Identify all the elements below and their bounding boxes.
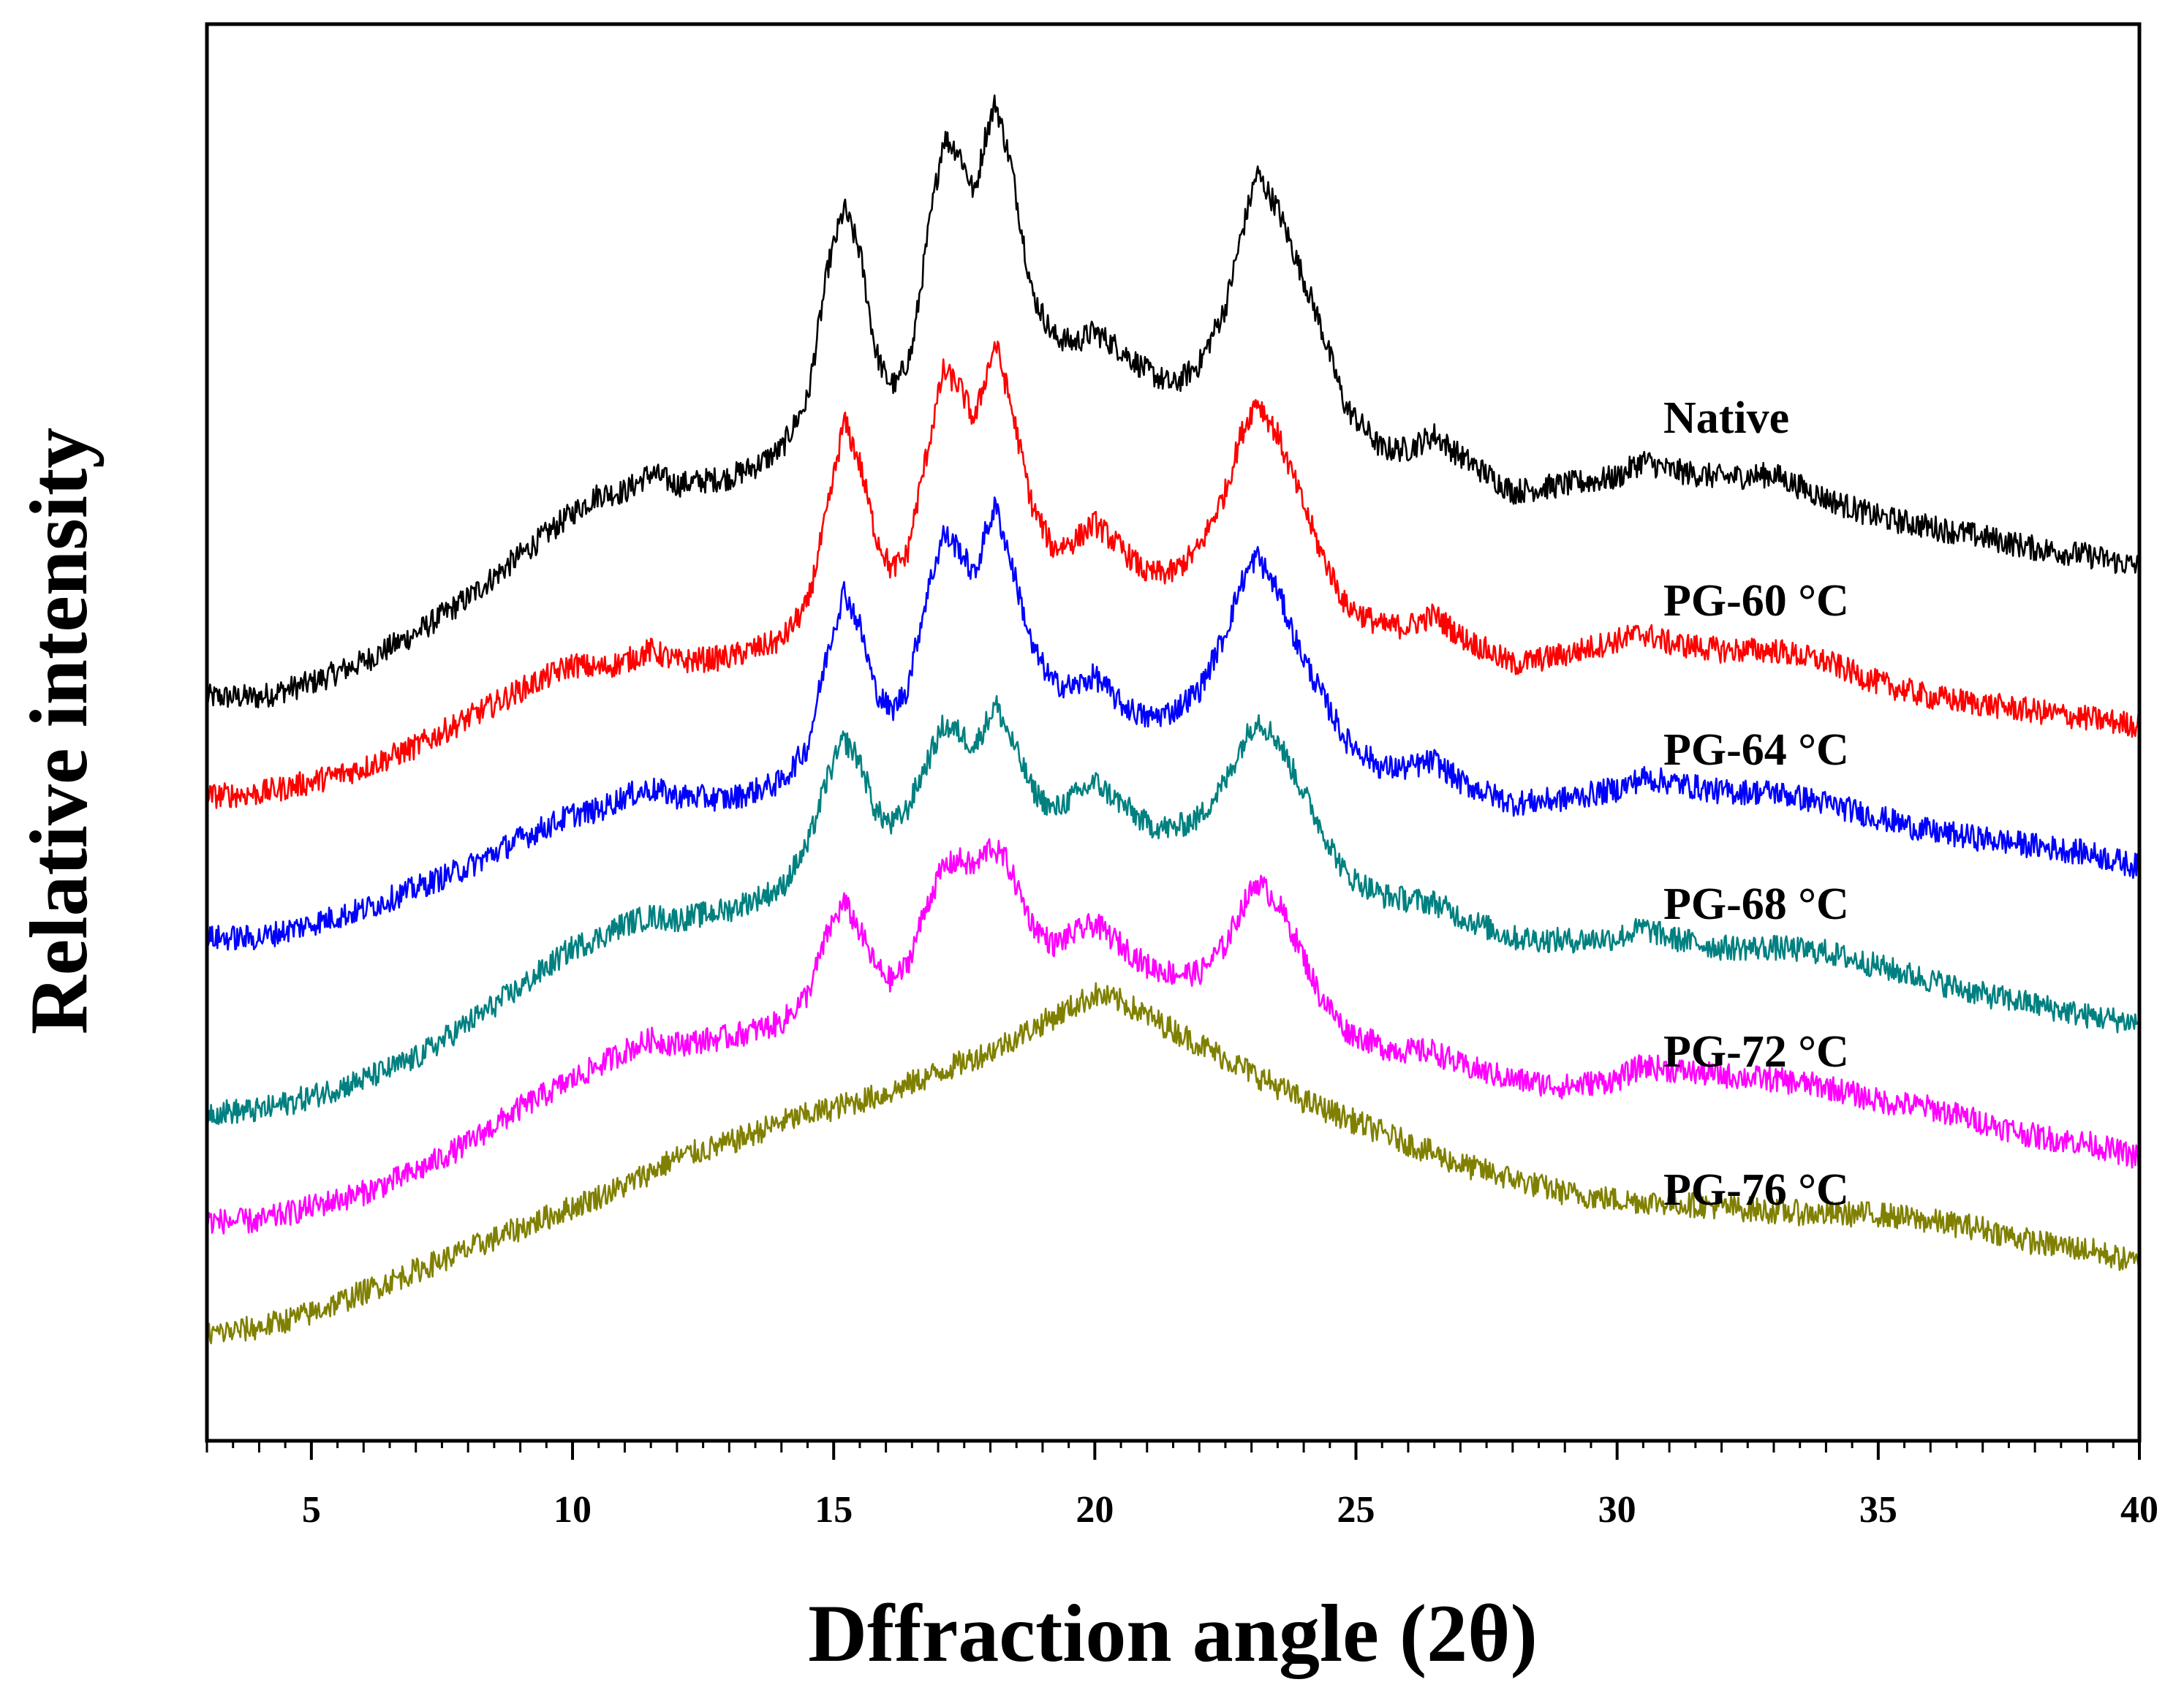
x-axis-ticks xyxy=(205,1441,2141,1460)
series-label-0: Native xyxy=(1663,393,1789,443)
x-axis-tick-labels: 5 10 15 20 25 30 35 40 xyxy=(302,1489,2158,1531)
x-tick-label: 35 xyxy=(1859,1489,1897,1531)
x-tick-label: 20 xyxy=(1076,1489,1114,1531)
series-layer xyxy=(205,94,2141,1344)
x-tick-label: 30 xyxy=(1598,1489,1636,1531)
series-label-1: PG-60 °C xyxy=(1663,576,1849,626)
series-line-3 xyxy=(205,694,2141,1125)
series-line-1 xyxy=(205,341,2141,809)
x-tick-label: 15 xyxy=(815,1489,853,1531)
series-label-5: PG-76 °C xyxy=(1663,1165,1849,1215)
x-tick-label: 5 xyxy=(302,1489,321,1531)
series-line-5 xyxy=(205,982,2141,1344)
x-tick-label: 40 xyxy=(2120,1489,2158,1531)
series-label-2: PG-64 °C xyxy=(1663,725,1849,775)
series-label-3: PG-68 °C xyxy=(1663,879,1849,929)
series-line-2 xyxy=(205,496,2141,951)
series-labels: Native PG-60 °C PG-64 °C PG-68 °C PG-72 °C PG… xyxy=(1663,393,1849,1215)
series-line-4 xyxy=(205,838,2141,1235)
x-axis-title: Dffraction angle (2θ) xyxy=(808,1588,1538,1679)
series-label-4: PG-72 °C xyxy=(1663,1027,1849,1077)
series-line-0 xyxy=(205,94,2141,709)
x-tick-label: 10 xyxy=(553,1489,592,1531)
x-tick-label: 25 xyxy=(1337,1489,1375,1531)
y-axis-title: Relative intensity xyxy=(14,428,105,1035)
